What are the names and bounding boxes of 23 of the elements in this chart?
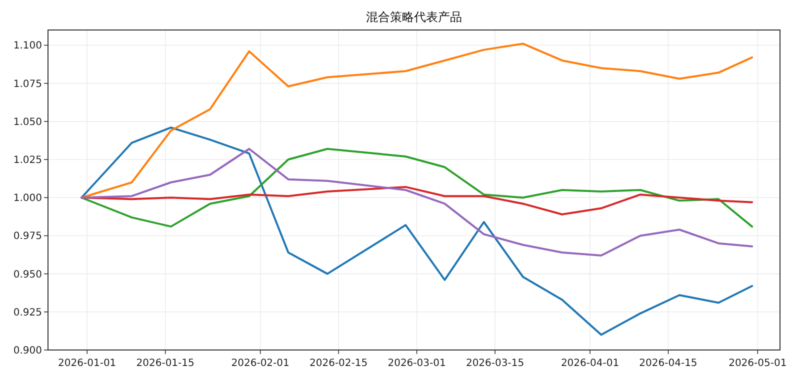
x-tick-label: 2026-03-01	[388, 358, 446, 369]
chart-title: 混合策略代表产品	[366, 10, 462, 24]
x-tick-label: 2026-02-15	[310, 358, 368, 369]
line-series	[80, 126, 754, 336]
x-tick-label: 2026-04-01	[560, 358, 620, 369]
y-tick-label: 0.900	[13, 346, 42, 356]
line-series	[80, 148, 754, 228]
line-series	[80, 42, 754, 199]
y-tick-label: 1.050	[13, 116, 42, 128]
y-tick-label: 0.975	[13, 231, 42, 242]
y-tick-label: 1.075	[13, 78, 42, 90]
y-tick-label: 1.100	[13, 40, 42, 52]
y-tick-label: 0.925	[13, 307, 42, 318]
y-tick-label: 1.000	[13, 193, 42, 204]
line-series	[80, 148, 754, 257]
x-tick-label: 2026-04-15	[639, 358, 698, 369]
x-tick-label: 2026-02-01	[231, 358, 290, 369]
x-tick-label: 2026-05-01	[728, 358, 787, 369]
x-tick-label: 2026-01-15	[136, 358, 194, 369]
y-tick-label: 1.025	[13, 155, 42, 166]
y-tick-label: 0.950	[13, 269, 42, 280]
x-tick-label: 2026-03-15	[466, 358, 524, 369]
x-tick-label: 2026-01-01	[58, 358, 116, 369]
